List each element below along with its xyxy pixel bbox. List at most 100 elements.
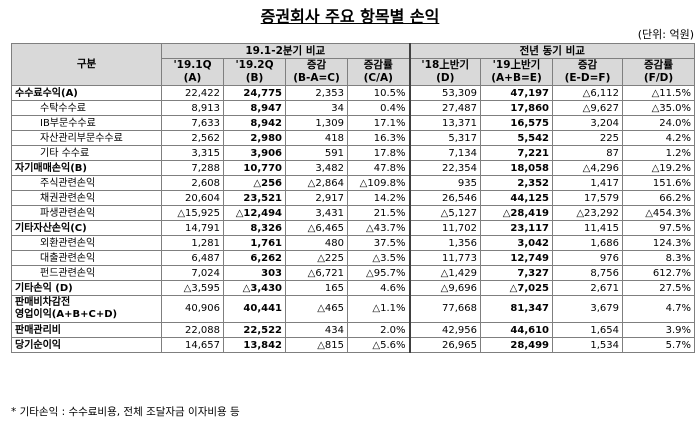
table-cell: △815 [285,337,348,353]
table-cell: 4.7% [621,295,696,323]
table-cell: △7,025 [480,280,553,296]
table-cell: △9,627 [552,100,623,116]
table-cell: 7,221 [480,145,553,161]
table-cell: △5,127 [408,205,481,221]
row-label: 기타자산손익(C) [11,220,162,236]
table-cell: 16.3% [347,130,410,146]
profit-loss-table: 구분 19.1-2분기 비교 전년 동기 비교 '19.1Q (A) '19.2Q(… [11,43,696,353]
table-cell: 53,309 [408,85,481,101]
table-cell: △15,925 [161,205,224,221]
table-cell: △28,419 [480,205,553,221]
table-cell: 37.5% [347,235,410,251]
table-row: 판매비차감전 영업이익(A+B+C+D) 40,906 40,441 △465 △1.1%… [11,295,696,323]
row-label: 대출관련손익 [11,250,162,266]
table-cell: 23,521 [223,190,286,206]
table-cell: 1,417 [552,175,623,191]
table-cell: 2,980 [223,130,286,146]
table-cell: 40,441 [223,295,286,323]
row-label: 판매관리비 [11,322,162,338]
table-cell: △465 [285,295,348,323]
row-label: 자기매매손익(B) [11,160,162,176]
table-cell: 10.5% [347,85,410,101]
column-header: '19.1Q (A) [161,58,224,86]
table-cell: 2,352 [480,175,553,191]
table-cell: △5.6% [347,337,410,353]
table-cell: 8,913 [161,100,224,116]
table-cell: △454.3% [621,205,696,221]
table-cell: 26,546 [408,190,481,206]
table-cell: 8,942 [223,115,286,131]
table-cell: 11,702 [408,220,481,236]
table-cell: △2,864 [285,175,348,191]
row-label: 주식관련손익 [11,175,162,191]
table-cell: 2,353 [285,85,348,101]
table-row: IB부문수수료 7,633 8,942 1,309 17.1% 13,371 16,575 3… [11,115,696,131]
table-cell: 20,604 [161,190,224,206]
row-label: 자산관리부문수수료 [11,130,162,146]
table-cell: △35.0% [621,100,696,116]
table-row: 당기순이익 14,657 13,842 △815 △5.6% 26,965 28,499 1,… [11,337,696,353]
table-cell: 21.5% [347,205,410,221]
row-label: 펀드관련손익 [11,265,162,281]
table-cell: 480 [285,235,348,251]
table-row: 기타손익 (D) △3,595 △3,430 165 4.6% △9,696 △7,025 2… [11,280,696,296]
table-cell: △95.7% [347,265,410,281]
table-cell: 2,671 [552,280,623,296]
table-cell: 24,775 [223,85,286,101]
table-cell: 7,327 [480,265,553,281]
row-label: 기타 수수료 [11,145,162,161]
table-cell: 5,317 [408,130,481,146]
table-cell: 2,917 [285,190,348,206]
table-cell: 87 [552,145,623,161]
table-cell: 0.4% [347,100,410,116]
table-cell: 17,579 [552,190,623,206]
table-row: 대출관련손익 6,487 6,262 △225 △3.5% 11,773 12,749 976… [11,250,696,266]
table-row: 기타 수수료 3,315 3,906 591 17.8% 7,134 7,221 87 1.2% [11,145,696,161]
table-cell: 2,562 [161,130,224,146]
table-cell: △1,429 [408,265,481,281]
table-cell: 6,262 [223,250,286,266]
table-row: 외환관련손익 1,281 1,761 480 37.5% 1,356 3,042 1,686 1… [11,235,696,251]
table-cell: 5,542 [480,130,553,146]
table-cell: 34 [285,100,348,116]
table-cell: 47.8% [347,160,410,176]
table-cell: △9,696 [408,280,481,296]
table-cell: 4.6% [347,280,410,296]
header-group-yoy: 전년 동기 비교 [408,43,696,59]
table-cell: 418 [285,130,348,146]
table-cell: 8.3% [621,250,696,266]
table-cell: 7,024 [161,265,224,281]
table-cell: △6,721 [285,265,348,281]
table-cell: △23,292 [552,205,623,221]
table-cell: 22,354 [408,160,481,176]
column-header: '18上반기 (D) [408,58,481,86]
table-cell: 26,965 [408,337,481,353]
table-cell: 7,633 [161,115,224,131]
table-cell: 165 [285,280,348,296]
header-group-quarter: 19.1-2분기 비교 [161,43,410,59]
table-cell: 3,906 [223,145,286,161]
table-cell: 12,749 [480,250,553,266]
table-cell: 3,315 [161,145,224,161]
table-cell: 1,281 [161,235,224,251]
row-label: IB부문수수료 [11,115,162,131]
table-cell: 2,608 [161,175,224,191]
table-cell: 17,860 [480,100,553,116]
row-label: 수수료수익(A) [11,85,162,101]
table-cell: 13,371 [408,115,481,131]
table-row: 자산관리부문수수료 2,562 2,980 418 16.3% 5,317 5,542 225… [11,130,696,146]
table-cell: △3,430 [223,280,286,296]
table-cell: 3.9% [621,322,696,338]
footnote: * 기타손익 : 수수료비용, 전체 조달자금 이자비용 등 [11,406,240,418]
table-cell: 11,773 [408,250,481,266]
table-row: 수탁수수료 8,913 8,947 34 0.4% 27,487 17,860 △9,627 △… [11,100,696,116]
table-cell: △225 [285,250,348,266]
table-cell: 3,482 [285,160,348,176]
table-row: 기타자산손익(C) 14,791 8,326 △6,465 △43.7% 11,702 23… [11,220,696,236]
row-label: 파생관련손익 [11,205,162,221]
table-cell: 3,679 [552,295,623,323]
row-label: 기타손익 (D) [11,280,162,296]
row-label: 판매비차감전 영업이익(A+B+C+D) [11,295,162,323]
row-label: 수탁수수료 [11,100,162,116]
table-cell: △3.5% [347,250,410,266]
